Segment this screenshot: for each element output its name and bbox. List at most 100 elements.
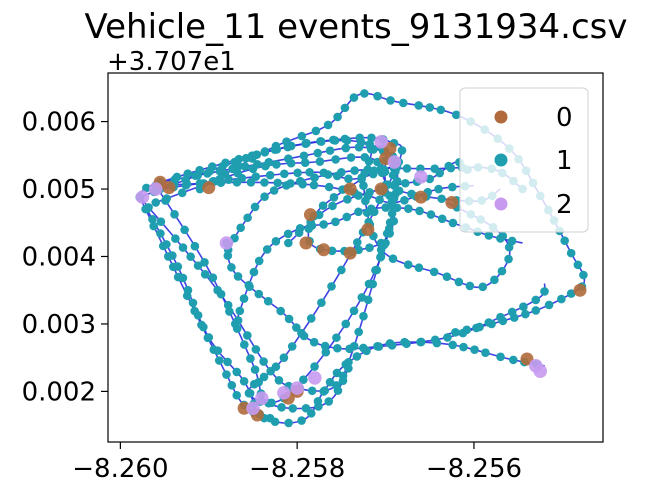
point-class-1 [274, 375, 284, 385]
point-class-1 [193, 171, 203, 180]
point-class-1 [385, 218, 395, 227]
point-class-1 [177, 188, 187, 198]
point-class-1 [381, 203, 390, 212]
point-class-1 [183, 285, 193, 295]
point-class-1 [340, 103, 350, 113]
point-class-1 [379, 165, 389, 174]
point-class-1 [376, 252, 385, 262]
legend-label-2: 2 [556, 190, 573, 220]
point-class-1 [465, 281, 475, 291]
point-class-1 [507, 236, 517, 246]
point-class-1 [448, 182, 457, 192]
point-class-1 [470, 345, 479, 355]
point-class-1 [365, 139, 375, 149]
point-class-1 [390, 181, 399, 190]
point-class-1 [374, 342, 384, 351]
point-class-1 [345, 344, 354, 354]
point-class-1 [271, 141, 281, 151]
point-class-1 [254, 377, 263, 387]
point-class-1 [232, 390, 242, 400]
point-class-1 [398, 98, 408, 108]
point-class-1 [416, 337, 426, 347]
point-class-1 [372, 265, 382, 275]
point-class-1 [481, 348, 490, 357]
point-class-1 [239, 340, 249, 349]
point-class-1 [352, 238, 362, 247]
legend-marker-0 [494, 110, 508, 124]
point-class-2 [135, 190, 150, 204]
point-class-1 [343, 195, 352, 204]
y-axis: 0.002 0.003 0.004 0.005 0.006 [22, 108, 108, 407]
point-class-1 [478, 282, 488, 292]
point-class-1 [508, 355, 518, 365]
point-class-1 [451, 110, 461, 120]
point-class-1 [459, 342, 468, 352]
point-class-1 [142, 183, 151, 193]
point-class-1 [156, 217, 166, 227]
point-class-1 [307, 386, 317, 396]
point-class-1 [279, 169, 289, 179]
point-class-1 [173, 262, 183, 271]
point-class-1 [188, 298, 198, 308]
point-class-0 [573, 283, 587, 297]
point-class-1 [299, 331, 309, 341]
point-class-1 [338, 376, 348, 385]
point-class-1 [306, 314, 316, 323]
point-class-1 [504, 254, 513, 264]
point-class-1 [342, 212, 352, 222]
point-class-1 [151, 198, 161, 207]
point-class-1 [294, 228, 304, 238]
point-class-2 [387, 155, 402, 169]
point-class-1 [272, 160, 281, 169]
point-class-1 [227, 380, 237, 390]
point-class-1 [190, 241, 200, 251]
point-class-1 [299, 151, 309, 161]
point-class-1 [265, 170, 275, 180]
point-class-1 [283, 229, 293, 239]
point-class-1 [448, 218, 458, 228]
point-class-1 [234, 161, 243, 171]
point-class-1 [223, 357, 232, 367]
y-tick-label: 0.004 [22, 242, 96, 272]
point-class-1 [437, 214, 447, 224]
point-class-1 [341, 143, 351, 153]
point-class-1 [388, 254, 398, 264]
point-class-1 [397, 146, 407, 155]
point-class-1 [266, 366, 275, 376]
x-axis: −8.260 −8.258 −8.256 [72, 442, 522, 484]
point-class-1 [142, 204, 152, 214]
point-class-1 [324, 182, 334, 192]
x-tick-label: −8.258 [249, 454, 345, 484]
point-class-1 [247, 154, 257, 163]
x-tick-label: −8.260 [72, 454, 168, 484]
point-class-1 [333, 343, 342, 353]
point-class-1 [349, 306, 359, 316]
point-class-1 [328, 201, 337, 211]
point-class-1 [346, 153, 356, 162]
point-class-1 [366, 204, 376, 214]
point-class-1 [230, 319, 240, 329]
point-class-1 [265, 413, 275, 423]
point-class-1 [349, 93, 359, 102]
point-class-1 [458, 328, 468, 338]
point-class-2 [308, 371, 322, 385]
point-class-1 [300, 158, 310, 167]
point-class-1 [224, 175, 233, 184]
point-class-1 [271, 237, 281, 246]
point-class-0 [361, 223, 375, 237]
point-class-1 [401, 178, 410, 188]
point-class-1 [403, 260, 413, 270]
point-class-1 [454, 277, 464, 287]
point-class-1 [354, 207, 363, 217]
point-class-1 [344, 174, 353, 184]
y-tick-label: 0.006 [22, 108, 96, 138]
point-class-1 [387, 341, 397, 350]
point-class-1 [299, 375, 308, 384]
point-class-1 [286, 158, 296, 168]
point-class-1 [375, 195, 384, 205]
point-class-0 [299, 236, 313, 250]
point-class-1 [263, 296, 273, 306]
point-class-1 [254, 289, 264, 299]
point-class-1 [355, 133, 365, 143]
